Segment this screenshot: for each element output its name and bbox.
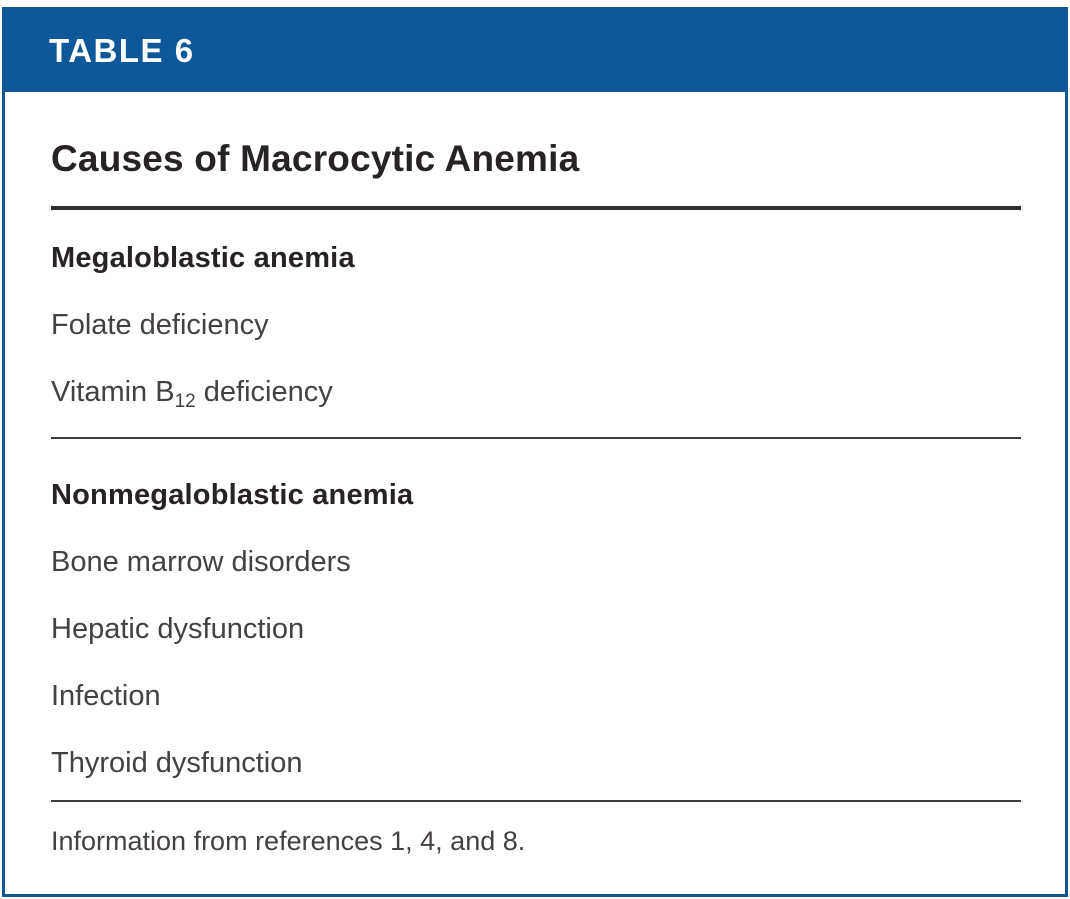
row-text-suffix: deficiency	[195, 376, 333, 408]
section-nonmegaloblastic: Nonmegaloblastic anemia Bone marrow diso…	[51, 477, 1021, 781]
section-megaloblastic: Megaloblastic anemia Folate deficiency V…	[51, 240, 1021, 412]
table-row: Vitamin B12 deficiency	[51, 374, 1021, 412]
table-footnote: Information from references 1, 4, and 8.	[51, 826, 526, 856]
table-row: Thyroid dysfunction	[51, 747, 303, 779]
table-label: TABLE 6	[49, 32, 195, 69]
section-header: Nonmegaloblastic anemia	[51, 479, 414, 511]
table-header-bar: TABLE 6	[5, 10, 1065, 92]
row-text-prefix: Vitamin B	[51, 376, 175, 408]
table-row: Infection	[51, 680, 161, 712]
title-divider-rule	[51, 206, 1021, 210]
row-text-subscript: 12	[174, 391, 196, 412]
section-divider-rule	[51, 437, 1021, 439]
footnote-divider-rule	[51, 800, 1021, 802]
table-row: Hepatic dysfunction	[51, 613, 305, 645]
table-panel: TABLE 6 Causes of Macrocytic Anemia Mega…	[2, 7, 1068, 897]
table-row: Folate deficiency	[51, 309, 269, 341]
table-row: Bone marrow disorders	[51, 546, 351, 578]
table-body: Causes of Macrocytic Anemia Megaloblasti…	[5, 136, 1065, 858]
table-title: Causes of Macrocytic Anemia	[51, 138, 580, 179]
section-header: Megaloblastic anemia	[51, 242, 355, 274]
